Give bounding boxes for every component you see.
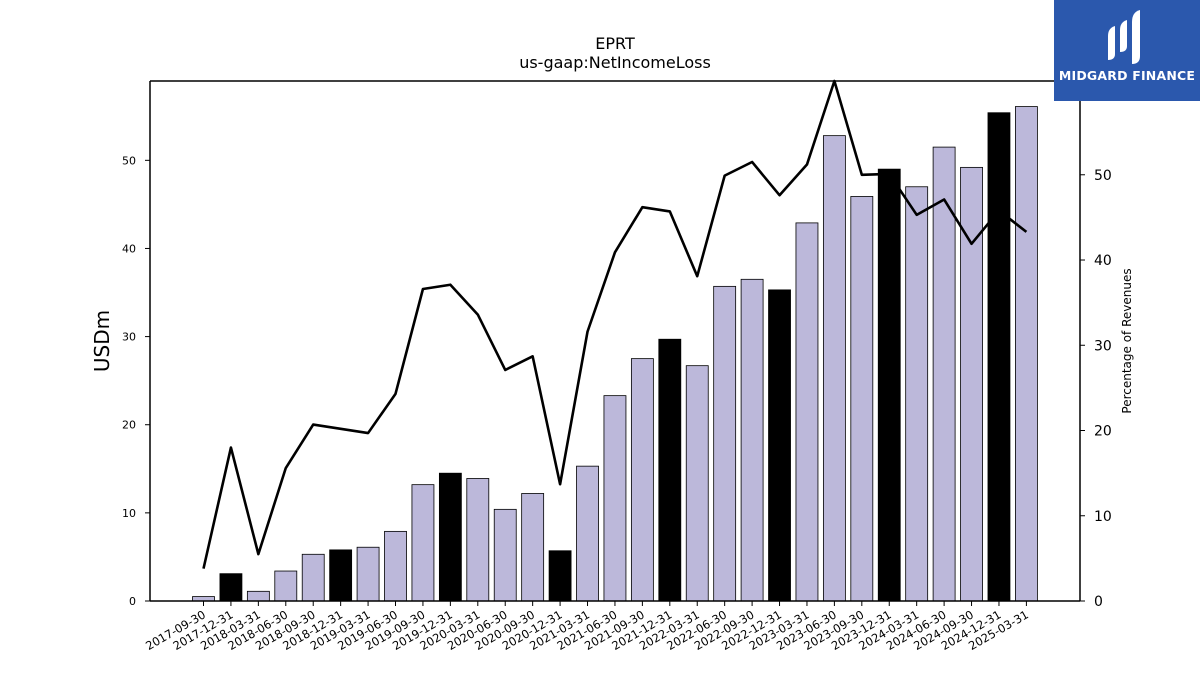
bar-2018-06-30	[274, 570, 298, 602]
bar-2022-12-31	[768, 289, 791, 602]
y2-tick-label: 50	[1094, 168, 1112, 184]
bar-2023-12-31	[877, 168, 901, 602]
y2-axis-label: Percentage of Revenues	[1120, 268, 1134, 413]
y-tick-label: 0	[129, 595, 136, 608]
bar-2023-03-31	[795, 222, 819, 602]
bar-2022-09-30	[740, 278, 764, 602]
bar-2019-09-30	[411, 484, 435, 602]
chart-subtitle: us-gaap:NetIncomeLoss	[519, 53, 711, 72]
bar-2019-06-30	[384, 530, 407, 602]
bar-2024-06-30	[932, 146, 956, 602]
bar-2020-06-30	[493, 508, 517, 602]
bar-2019-12-31	[438, 472, 462, 602]
y-axis-label: USDm	[90, 310, 114, 372]
line-series-percentage-of-revenues	[202, 79, 1028, 569]
bar-2017-12-31	[219, 573, 243, 602]
bar-2025-03-31	[1015, 106, 1038, 602]
y2-tick-label: 30	[1094, 338, 1112, 354]
bar-2018-09-30	[301, 553, 325, 602]
line-layer	[202, 79, 1028, 569]
bar-2019-03-31	[356, 546, 380, 602]
bar-2020-09-30	[521, 493, 545, 602]
y2-tick-label: 20	[1094, 424, 1112, 440]
y-tick-label: 10	[122, 507, 136, 520]
brand-logo: MIDGARD FINANCE	[1054, 0, 1200, 101]
y-tick-label: 50	[122, 154, 136, 167]
bar-2023-06-30	[822, 135, 846, 602]
y2-tick-label: 0	[1094, 594, 1103, 610]
bar-2024-03-31	[905, 186, 929, 602]
bar-2021-06-30	[603, 395, 627, 602]
y-tick-label: 40	[122, 242, 136, 255]
bar-2024-12-31	[987, 112, 1011, 602]
bar-2018-12-31	[329, 549, 353, 602]
bar-2020-03-31	[466, 478, 490, 602]
y2-tick-label: 40	[1094, 253, 1112, 269]
brand-name: MIDGARD FINANCE	[1058, 68, 1196, 83]
bar-2018-03-31	[246, 590, 270, 602]
bars-layer	[192, 106, 1038, 602]
bar-2021-12-31	[658, 338, 682, 602]
y-tick-label: 30	[122, 331, 136, 344]
bar-2021-09-30	[630, 358, 654, 602]
y-tick-label: 20	[122, 419, 136, 432]
y2-tick-label: 10	[1094, 509, 1112, 525]
brand-mark-icon	[1108, 10, 1140, 64]
chart-title: EPRT	[595, 34, 635, 53]
bar-2021-03-31	[576, 465, 599, 602]
bar-2022-06-30	[713, 285, 737, 602]
bar-2023-09-30	[850, 196, 874, 602]
bar-2022-03-31	[685, 365, 709, 602]
bar-2020-12-31	[548, 550, 572, 602]
